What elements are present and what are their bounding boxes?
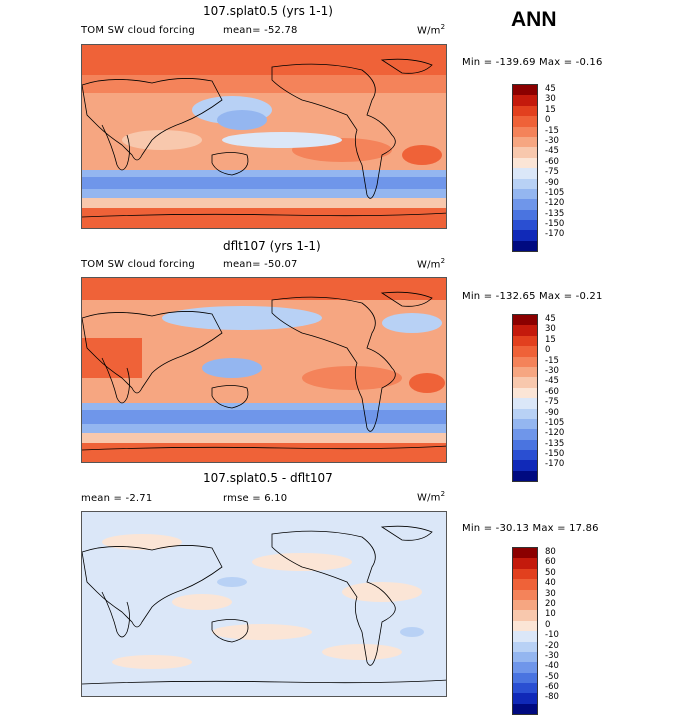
coastlines	[82, 525, 446, 685]
panel3-colorbar	[512, 547, 538, 715]
panel1-minmax: Min = -139.69 Max = -0.16	[462, 57, 603, 68]
panel1-map	[81, 44, 447, 229]
panel1-mean-label: mean=	[223, 25, 261, 36]
panel2-mean-value: -50.07	[264, 259, 298, 270]
panel3-map-svg	[82, 512, 446, 696]
panel3-units: W/m2	[417, 490, 446, 504]
panel1-title: 107.splat0.5 (yrs 1-1)	[203, 4, 333, 18]
panel3-title: 107.splat0.5 - dflt107	[203, 471, 333, 485]
panel3-mean: mean = -2.71	[81, 493, 152, 504]
panel2-units: W/m2	[417, 257, 446, 271]
panel3-minmax: Min = -30.13 Max = 17.86	[462, 523, 599, 534]
panel2-colorbar-labels: 45 30 15 0 -15 -30 -45 -60 -75 -90 -105 …	[545, 314, 565, 470]
panel3-map	[81, 511, 447, 697]
coastlines	[82, 291, 446, 451]
panel1-mean: mean= -52.78	[223, 25, 298, 36]
panel2-minmax: Min = -132.65 Max = -0.21	[462, 291, 603, 302]
panel1-field-name: TOM SW cloud forcing	[81, 25, 195, 36]
panel3-colorbar-labels: 80 60 50 40 30 20 10 0 -10 -20 -30 -40 -…	[545, 547, 559, 703]
panel1-units: W/m2	[417, 23, 446, 37]
panel2-colorbar	[512, 314, 538, 483]
panel3-mean-label: mean =	[81, 493, 123, 504]
coastlines	[82, 58, 446, 218]
panel1-mean-value: -52.78	[264, 25, 298, 36]
panel1-colorbar-labels: 45 30 15 0 -15 -30 -45 -60 -75 -90 -105 …	[545, 84, 565, 240]
panel2-field-name: TOM SW cloud forcing	[81, 259, 195, 270]
panel1-map-svg	[82, 45, 446, 228]
panel3-rmse: rmse = 6.10	[223, 493, 287, 504]
season-label: ANN	[511, 8, 557, 31]
panel3-mean-value: -2.71	[125, 493, 153, 504]
panel3-rmse-label: rmse =	[223, 493, 261, 504]
panel2-map-svg	[82, 278, 446, 462]
panel2-title: dflt107 (yrs 1-1)	[223, 239, 321, 253]
panel2-mean: mean= -50.07	[223, 259, 298, 270]
panel3-rmse-value: 6.10	[264, 493, 288, 504]
panel1-colorbar	[512, 84, 538, 253]
panel2-mean-label: mean=	[223, 259, 261, 270]
panel2-map	[81, 277, 447, 463]
